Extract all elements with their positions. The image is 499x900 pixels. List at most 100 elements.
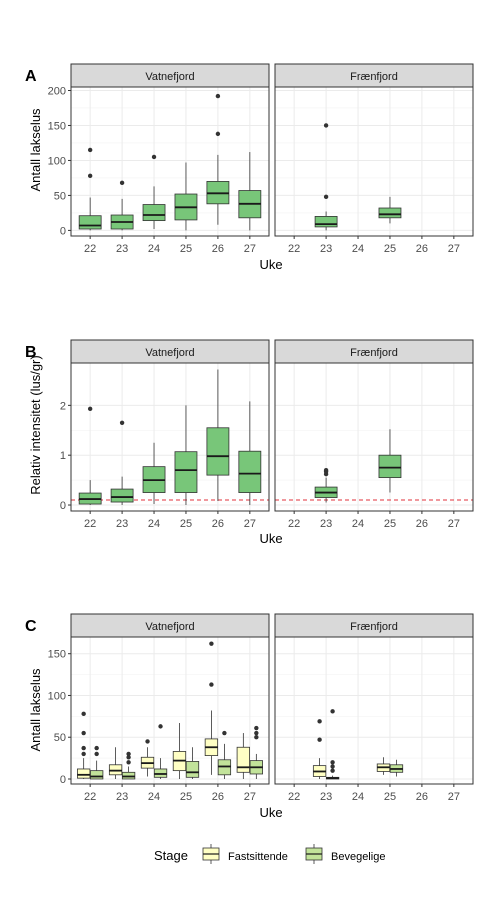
x-tick-label: 26: [212, 243, 224, 255]
facet-label: Frænfjord: [350, 621, 398, 633]
x-axis-title: Uke: [259, 257, 282, 272]
box: [77, 768, 91, 779]
box-week-26: [206, 369, 230, 502]
x-tick-label: 24: [148, 791, 160, 803]
facet-label: Vatnefjord: [145, 71, 194, 83]
x-axis-title: Uke: [259, 805, 282, 820]
box: [314, 216, 338, 228]
box-week-23: [110, 420, 134, 506]
outlier-point: [209, 682, 214, 687]
box-week-23: [314, 467, 338, 503]
box-week-25: [174, 405, 198, 506]
panel-border: [274, 636, 474, 785]
y-tick-label: 50: [54, 190, 66, 202]
box-week-23-bevegelige: [325, 709, 340, 780]
outlier-point: [323, 123, 329, 128]
box-week-27-fastsittende: [236, 733, 250, 779]
box: [78, 215, 102, 230]
x-tick-label: 24: [148, 518, 160, 530]
outlier-point: [254, 725, 259, 731]
box-week-27-bevegelige: [249, 725, 263, 779]
x-tick-label: 25: [180, 791, 192, 803]
box-week-23-fastsittende: [312, 719, 327, 779]
outlier-point: [330, 764, 335, 769]
x-tick-label: 25: [384, 791, 396, 803]
outlier-point: [215, 131, 221, 137]
x-tick-label: 22: [84, 791, 96, 803]
facet-label: Frænfjord: [350, 347, 398, 359]
box: [174, 451, 198, 493]
facet-vatnefjord: Vatnefjord 22 23 24 25 26 27: [70, 613, 270, 803]
box-week-23: [110, 180, 134, 231]
plot-background: [71, 363, 269, 511]
x-tick-label: 27: [448, 243, 460, 255]
y-tick-label: 100: [48, 690, 66, 702]
facet-label: Vatnefjord: [145, 347, 194, 359]
x-tick-label: 26: [416, 791, 428, 803]
plot-background: [71, 87, 269, 236]
legend-label: Fastsittende: [228, 851, 288, 863]
box: [378, 454, 402, 479]
x-tick-label: 23: [320, 518, 332, 530]
x-tick-label: 26: [212, 518, 224, 530]
y-tick-label: 0: [60, 774, 66, 786]
outlier-point: [126, 751, 131, 757]
panel-border: [70, 362, 270, 512]
y-tick-label: 100: [48, 155, 66, 167]
x-tick-label: 24: [148, 243, 160, 255]
box-week-22: [78, 147, 102, 231]
facet-label: Vatnefjord: [145, 621, 194, 633]
outlier-point: [254, 730, 259, 736]
x-tick-label: 22: [288, 791, 300, 803]
box: [142, 204, 166, 222]
box: [185, 761, 200, 778]
outlier-point: [81, 711, 86, 717]
x-tick-label: 26: [416, 243, 428, 255]
x-axis-title: Uke: [259, 531, 282, 546]
outlier-point: [158, 724, 163, 729]
box: [206, 427, 230, 476]
x-tick-label: 27: [448, 791, 460, 803]
outlier-point: [94, 745, 99, 751]
box-week-26: [206, 93, 230, 225]
outlier-point: [87, 147, 93, 153]
x-tick-label: 23: [116, 791, 128, 803]
x-tick-label: 26: [416, 518, 428, 530]
outlier-point: [317, 737, 322, 742]
facet-frænfjord: Frænfjord 22 23 24 25 26 27: [274, 613, 474, 803]
outlier-point: [126, 760, 131, 765]
box-week-22-fastsittende: [77, 711, 91, 779]
x-tick-label: 24: [352, 791, 364, 803]
box-week-24: [142, 154, 166, 230]
outlier-point: [215, 93, 221, 99]
box-week-25: [378, 429, 402, 493]
x-tick-label: 26: [212, 791, 224, 803]
facet-vatnefjord: Vatnefjord 22 23 24 25 26 27: [70, 339, 270, 530]
facet-frænfjord: Frænfjord 22 23 24 25 26 27: [274, 339, 474, 530]
outlier-point: [323, 467, 329, 473]
y-axis-title: Antall lakselus: [28, 108, 43, 192]
x-tick-label: 24: [352, 518, 364, 530]
legend-title: Stage: [154, 848, 188, 863]
outlier-point: [330, 768, 335, 773]
panel-tag: C: [25, 618, 37, 635]
box-week-27: [238, 152, 262, 231]
x-tick-label: 25: [384, 518, 396, 530]
x-tick-label: 27: [244, 518, 256, 530]
outlier-point: [323, 194, 329, 200]
panel-tag: B: [25, 344, 37, 361]
box-week-25: [174, 162, 198, 231]
x-tick-label: 23: [116, 243, 128, 255]
outlier-point: [254, 735, 259, 740]
box-week-25-bevegelige: [185, 747, 200, 779]
panel-c: C Antall lakselus Uke Vatnefjord 22 23 24 25 26 2…: [25, 613, 474, 864]
outlier-point: [87, 406, 93, 412]
x-tick-label: 27: [244, 243, 256, 255]
x-tick-label: 24: [352, 243, 364, 255]
x-tick-label: 25: [384, 243, 396, 255]
outlier-point: [81, 751, 86, 757]
box-week-24: [142, 442, 166, 505]
box-week-24-bevegelige: [153, 724, 168, 779]
legend-key-fastsittende: Fastsittende: [202, 844, 288, 864]
outlier-point: [126, 755, 131, 760]
